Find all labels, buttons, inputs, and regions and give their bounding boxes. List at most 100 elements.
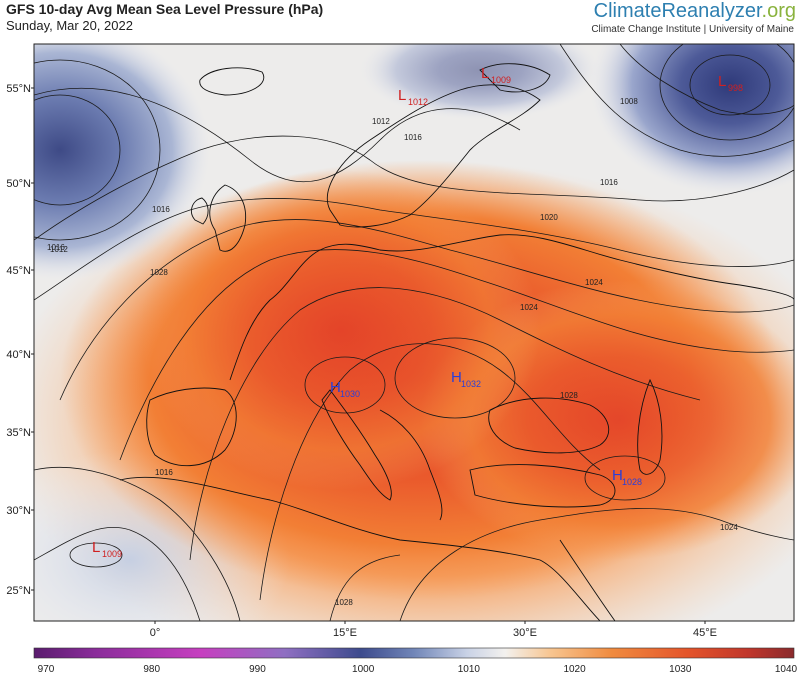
- isobar-label: 1028: [335, 598, 353, 607]
- isobar-line: [304, 356, 386, 414]
- high-pressure-center: H 1032: [451, 369, 481, 389]
- isobar-line: [619, 44, 794, 115]
- isobar-line: [399, 508, 794, 621]
- coastline-ireland: [191, 197, 209, 225]
- coastline-iceland: [199, 67, 265, 96]
- coastline-africa: [119, 476, 601, 621]
- colorbar-tick-label: 970: [38, 664, 55, 675]
- isobar-line: [329, 554, 401, 621]
- low-pressure-center: L 1012: [398, 87, 428, 107]
- isobar-label: 1020: [540, 213, 558, 222]
- center-symbol: H: [451, 369, 462, 386]
- colorbar-tick-label: 990: [249, 664, 266, 675]
- coastline-kola: [479, 63, 551, 93]
- brand-affiliation: Climate Change Institute | University of…: [591, 24, 794, 35]
- isobar-line: [69, 542, 123, 568]
- center-symbol: L: [398, 87, 406, 104]
- coastline-uk: [209, 184, 247, 252]
- colorbar-ticks: 970 980 990 1000 1010 1020 1030 1040: [38, 664, 798, 675]
- isobar-label: 1012: [50, 245, 68, 254]
- coastline-caspian: [637, 378, 663, 475]
- coastline-italy: [321, 389, 392, 501]
- brand-tld: .org: [761, 0, 796, 22]
- colorbar-tick-label: 980: [143, 664, 160, 675]
- center-symbol: L: [92, 539, 100, 556]
- map-title: GFS 10-day Avg Mean Sea Level Pressure (…: [6, 1, 324, 17]
- coastlines: [119, 63, 794, 621]
- center-value: 1032: [461, 379, 481, 389]
- lat-label: 45°N: [6, 265, 31, 277]
- coastline-balkans: [379, 409, 443, 521]
- isobar-line: [34, 94, 121, 206]
- lon-label: 15°E: [333, 627, 357, 639]
- isobar-line: [34, 135, 794, 241]
- isobar-line: [689, 54, 771, 116]
- isobar-label: 1028: [560, 391, 578, 400]
- lon-label: 45°E: [693, 627, 717, 639]
- isobar-line: [584, 455, 666, 501]
- colorbar-tick-label: 1000: [352, 664, 375, 675]
- colorbar: [33, 647, 795, 659]
- lat-label: 25°N: [6, 585, 31, 597]
- center-value: 1012: [408, 97, 428, 107]
- isobar-labels: 1012101610081016102010241028101610121024…: [47, 97, 738, 607]
- high-pressure-center: H 1030: [330, 379, 360, 399]
- latitude-labels: 55°N 50°N 45°N 40°N 35°N 30°N 25°N: [6, 83, 34, 597]
- isobar-line: [659, 44, 794, 141]
- coastline-blacksea: [488, 397, 610, 454]
- isobars: [34, 44, 794, 621]
- center-symbol: L: [481, 65, 489, 82]
- isobar-line: [119, 249, 794, 461]
- lat-label: 55°N: [6, 83, 31, 95]
- low-pressure-center: L 1009: [92, 539, 122, 559]
- colorbar-tick-label: 1010: [458, 664, 481, 675]
- isobar-label: 1024: [520, 303, 538, 312]
- center-value: 998: [728, 83, 743, 93]
- isobar-label: 1016: [155, 468, 173, 477]
- center-symbol: L: [718, 73, 726, 90]
- colorbar-tick-label: 1030: [669, 664, 692, 675]
- lon-label: 30°E: [513, 627, 537, 639]
- longitude-labels: 0° 15°E 30°E 45°E: [150, 621, 717, 639]
- lat-label: 35°N: [6, 427, 31, 439]
- isobar-line: [259, 343, 601, 601]
- colorbar-tick-label: 1040: [775, 664, 798, 675]
- isobar-line: [59, 219, 794, 401]
- isobar-line: [34, 466, 241, 621]
- coastline-iberia: [146, 387, 237, 467]
- coastline-scandinavia: [326, 84, 541, 228]
- map-frame: [33, 43, 795, 622]
- isobar-label: 1016: [600, 178, 618, 187]
- isobar-line: [189, 287, 701, 561]
- coastline-europe: [229, 234, 794, 381]
- brand-name: ClimateReanalyzer: [593, 0, 762, 22]
- lat-label: 40°N: [6, 349, 31, 361]
- isobar-label: 1024: [720, 523, 738, 532]
- isobar-label: 1016: [47, 243, 65, 252]
- coastline-redsea: [559, 539, 616, 621]
- isobar-line: [559, 44, 794, 157]
- center-value: 1028: [622, 477, 642, 487]
- isobar-line: [34, 59, 161, 241]
- isobar-line: [34, 198, 794, 301]
- map-date: Sunday, Mar 20, 2022: [6, 18, 133, 33]
- coastline-anatolia: [469, 464, 616, 508]
- isobar-label: 1016: [152, 205, 170, 214]
- isobar-label: 1024: [585, 278, 603, 287]
- low-pressure-center: L 1009: [481, 65, 511, 85]
- center-value: 1009: [491, 75, 511, 85]
- center-value: 1009: [102, 549, 122, 559]
- isobar-line: [34, 526, 201, 621]
- lon-label: 0°: [150, 627, 161, 639]
- brand-logo[interactable]: ClimateReanalyzer.org: [594, 0, 796, 23]
- center-symbol: H: [330, 379, 341, 396]
- low-pressure-center: L 998: [718, 73, 743, 93]
- lat-label: 30°N: [6, 505, 31, 517]
- colorbar-tick-label: 1020: [563, 664, 586, 675]
- isobar-label: 1012: [372, 117, 390, 126]
- center-value: 1030: [340, 389, 360, 399]
- high-pressure-center: H 1028: [612, 467, 642, 487]
